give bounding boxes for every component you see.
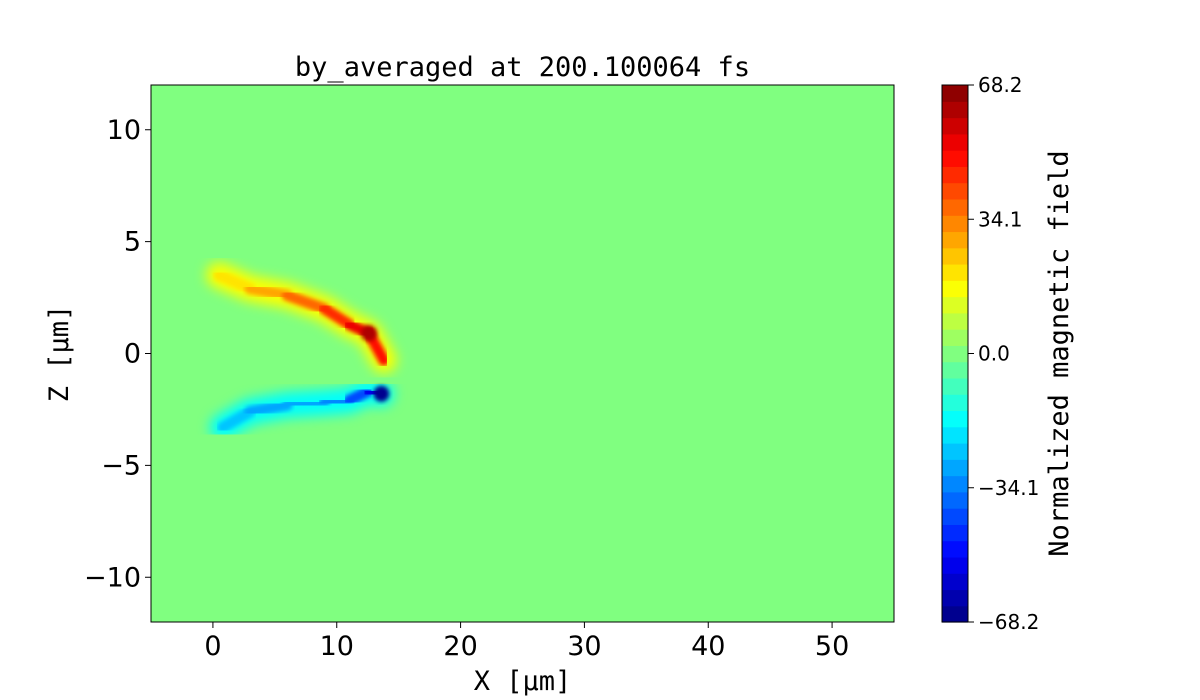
colorbar-band [942,475,968,493]
plot-background [151,85,894,622]
y-tick-label: 0 [124,339,141,370]
colorbar-label: Normalized magnetic field [1044,150,1075,556]
x-tick-label: 50 [815,631,849,662]
colorbar-band [942,443,968,460]
colorbar-band [942,166,968,184]
colorbar-band [942,377,968,395]
y-axis: −10 −5 0 5 10 [84,115,151,593]
colorbar-band [942,394,968,412]
colorbar-band [942,150,968,167]
x-tick-label: 0 [204,631,221,662]
field-features [206,152,405,555]
colorbar-band [942,508,968,525]
colorbar-band [942,426,968,444]
feature-segment [281,289,330,315]
colorbar: 68.2 34.1 0.0 −34.1 −68.2 [941,73,1039,634]
colorbar-band [942,215,968,233]
x-axis-label: X [μm] [474,666,572,697]
colorbar-tick-label: 0.0 [978,342,1010,366]
colorbar-band [942,410,968,428]
colorbar-band [942,524,968,542]
colorbar-band [942,345,968,363]
colorbar-band [942,182,968,200]
x-tick-label: 30 [567,631,601,662]
y-tick-label: 5 [124,227,141,258]
feature-peak [360,325,377,342]
colorbar-band [942,280,968,298]
colorbar-band [942,296,968,314]
colorbar-band [942,361,968,379]
y-tick-label: −10 [84,562,141,593]
x-axis: 0 10 20 30 40 50 [204,622,849,662]
colorbar-band [942,117,968,135]
colorbar-band [942,556,968,574]
colorbar-band [942,605,968,623]
colorbar-tick-label: 34.1 [978,207,1023,231]
colorbar-band [942,589,968,607]
colorbar-ticks: 68.2 34.1 0.0 −34.1 −68.2 [968,73,1039,634]
y-tick-label: −5 [101,450,141,481]
feature-segment [281,397,330,411]
colorbar-band [942,198,968,216]
colorbar-band [942,540,968,558]
colorbar-tick-label: −34.1 [978,476,1039,500]
colorbar-band [942,85,968,102]
colorbar-tick-label: 68.2 [978,73,1023,97]
colorbar-band [942,247,968,265]
colorbar-tick-label: −68.2 [978,610,1039,634]
feature-segment [213,269,256,295]
colorbar-band [942,312,968,330]
x-tick-label: 20 [443,631,477,662]
x-tick-label: 40 [691,631,725,662]
x-tick-label: 10 [320,631,354,662]
plot-area [150,84,895,623]
colorbar-band [942,459,968,477]
y-axis-label: Z [μm] [44,305,75,403]
colorbar-band [942,133,968,151]
colorbar-band [942,329,968,346]
colorbar-bands [942,85,968,623]
feature-segment [244,283,293,301]
chart-title: by_averaged at 200.100064 fs [295,52,750,83]
y-tick-label: 10 [107,115,141,146]
feature-peak [373,385,390,402]
colorbar-band [942,573,968,591]
colorbar-band [942,231,968,249]
colorbar-band [942,101,968,119]
colorbar-band [942,491,968,509]
feature-segment [244,399,293,418]
colorbar-band [942,264,968,281]
